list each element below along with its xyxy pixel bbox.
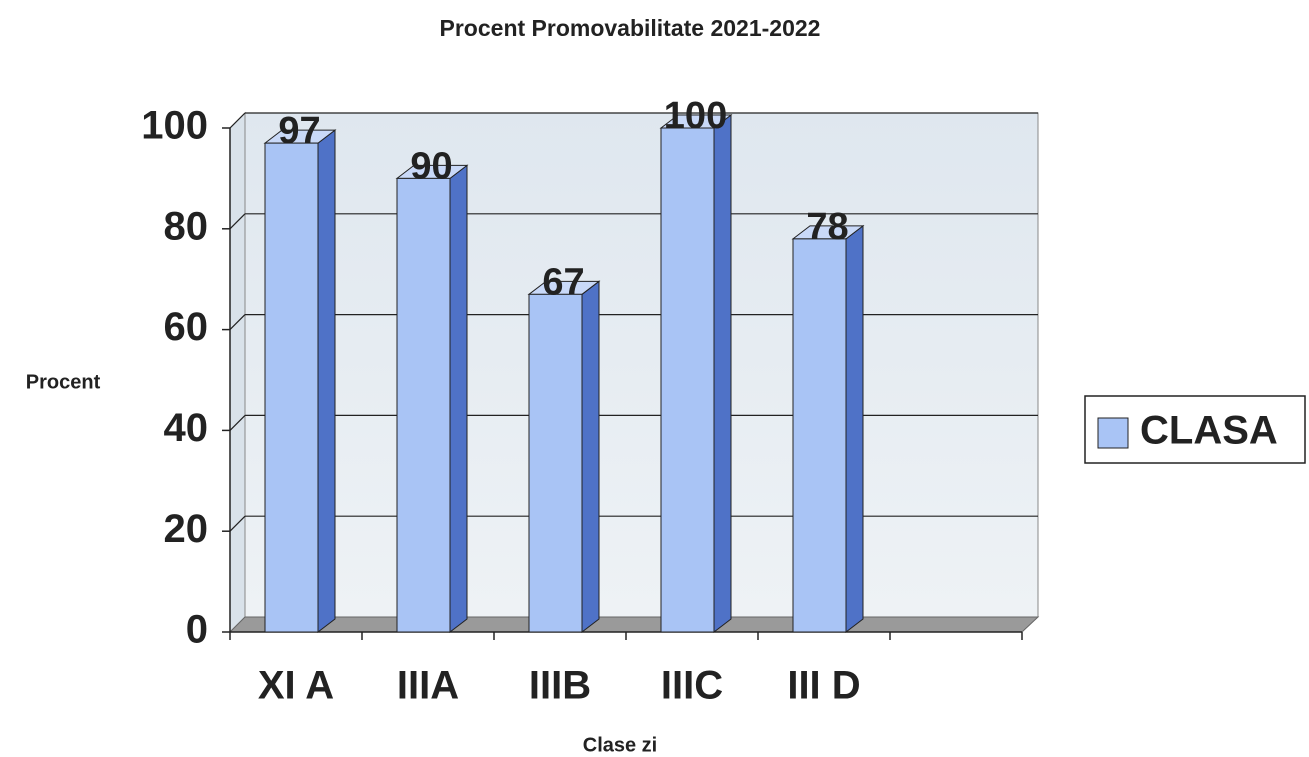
back-wall: [244, 112, 1039, 618]
grid-line: [229, 112, 246, 129]
data-label: 97: [278, 110, 320, 152]
y-tick-label: 100: [141, 104, 208, 148]
data-label: 78: [806, 206, 848, 248]
bar-side: [713, 113, 732, 634]
y-tick-label: 20: [164, 507, 209, 551]
bar: [528, 293, 583, 633]
x-tick-label: IIIB: [529, 664, 591, 708]
data-label: 67: [542, 261, 584, 303]
legend-label: CLASA: [1140, 409, 1278, 453]
y-axis-label: Procent: [26, 371, 101, 393]
bar: [792, 238, 847, 633]
y-tick-label: 0: [186, 608, 208, 652]
bar-side: [581, 280, 600, 634]
y-tick-label: 60: [164, 305, 209, 349]
grid-line: [229, 515, 246, 532]
data-label: 100: [664, 95, 727, 137]
x-axis-label: Clase zi: [583, 734, 657, 756]
x-tick-label: IIIA: [397, 664, 459, 708]
bar-side: [845, 224, 864, 634]
chart-title: Procent Promovabilitate 2021-2022: [440, 15, 821, 41]
bar-side: [317, 129, 336, 634]
data-label: 90: [410, 145, 452, 187]
legend-swatch: [1097, 417, 1129, 449]
x-tick-label: IIIC: [661, 664, 723, 708]
bar-side: [449, 164, 468, 634]
side-wall: [229, 111, 246, 634]
grid-line: [229, 414, 246, 431]
bar: [396, 177, 451, 633]
x-tick-label: III D: [787, 664, 860, 708]
y-tick-label: 80: [164, 204, 209, 248]
floor: [228, 616, 1040, 633]
grid-line: [229, 314, 246, 331]
bar: [660, 127, 715, 633]
y-tick-label: 40: [164, 406, 209, 450]
bar: [264, 142, 319, 633]
x-tick-label: XI A: [258, 664, 334, 708]
grid-line: [229, 213, 246, 230]
